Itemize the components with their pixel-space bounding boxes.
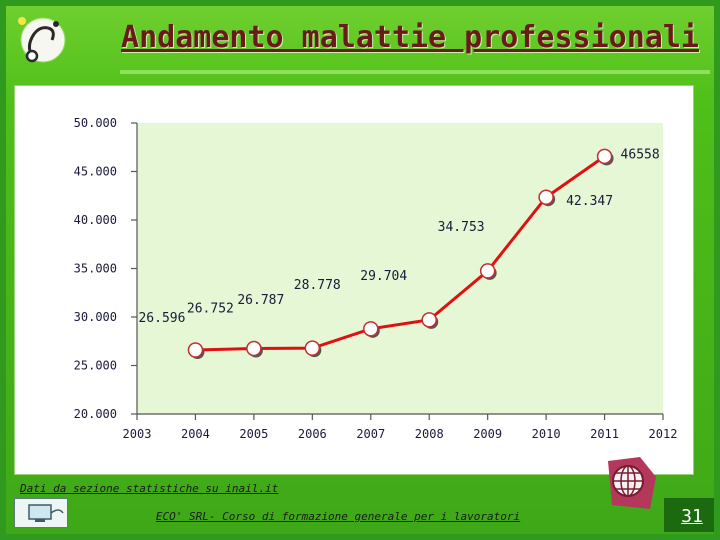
x-tick-label: 2010 (532, 427, 561, 441)
y-tick-label: 40.000 (74, 213, 117, 227)
y-tick-label: 20.000 (74, 407, 117, 421)
x-tick-label: 2012 (649, 427, 678, 441)
footer-text: ECO' SRL- Corso di formazione generale p… (155, 510, 521, 523)
globe-logo-icon (608, 457, 656, 509)
x-tick-label: 2009 (473, 427, 502, 441)
data-label: 42.347 (566, 194, 613, 209)
title-divider (120, 70, 710, 74)
data-point (538, 189, 554, 205)
y-tick-label: 25.000 (74, 359, 117, 373)
data-label: 26.752 (187, 302, 234, 317)
data-label: 29.704 (360, 269, 407, 284)
data-point (479, 263, 496, 279)
y-tick-label: 35.000 (74, 262, 117, 276)
x-tick-label: 2011 (590, 427, 619, 441)
chart-frame: 50.000 45.000 40.000 35.000 30.000 25.000 20.0… (14, 85, 694, 475)
y-tick-label: 45.000 (74, 165, 117, 179)
computer-icon (14, 498, 68, 528)
data-point (421, 312, 437, 328)
page-number-box (664, 498, 714, 532)
x-tick-label: 2003 (123, 427, 152, 441)
source-note: Dati da sezione statistiche su inail.it (20, 482, 279, 495)
y-tick-label: 30.000 (74, 310, 117, 324)
data-point (363, 321, 379, 337)
x-tick-label: 2007 (356, 427, 385, 441)
data-point (187, 342, 204, 358)
line-chart: 50.000 45.000 40.000 35.000 30.000 25.000 20.0… (74, 116, 678, 441)
x-tick-label: 2008 (415, 427, 444, 441)
data-point (596, 148, 613, 165)
x-tick-label: 2004 (181, 427, 210, 441)
data-label: 28.778 (294, 278, 341, 293)
data-point (246, 340, 262, 357)
series-line (195, 155, 606, 352)
data-label: 26.596 (138, 311, 185, 326)
x-tick-label: 2006 (298, 427, 327, 441)
page-number: 31 (681, 506, 703, 527)
plot-area (137, 123, 663, 414)
slide-title: Andamento malattie professionali (121, 20, 699, 55)
data-label: 34.753 (438, 220, 485, 235)
data-point (304, 340, 321, 356)
data-label: 26.787 (237, 293, 284, 308)
x-tick-label: 2005 (239, 427, 268, 441)
y-tick-label: 50.000 (74, 116, 117, 130)
data-label: 46558 (621, 147, 660, 162)
stethoscope-icon (18, 17, 66, 63)
